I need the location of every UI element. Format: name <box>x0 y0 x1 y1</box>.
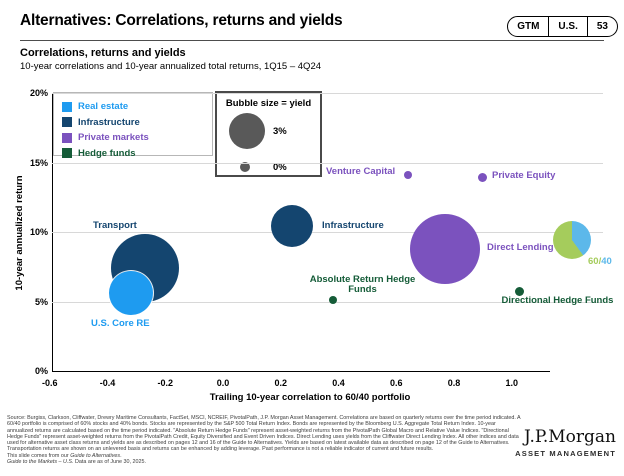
legend-item: Infrastructure <box>62 115 212 131</box>
label-us-core-re: U.S. Core RE <box>91 318 150 329</box>
bubble-size-legend: Bubble size = yield 3% 0% <box>215 91 322 177</box>
gtm-badge: GTM U.S. 53 <box>507 16 618 37</box>
label-60-40-part: 40 <box>601 256 612 267</box>
label-venture-capital: Venture Capital <box>326 166 396 177</box>
y-tick-label: 10% <box>29 227 48 237</box>
x-axis-line <box>52 371 550 372</box>
x-tick-label: 0.6 <box>389 378 403 388</box>
x-tick-label: 0.2 <box>274 378 287 388</box>
label-directional-hedge-funds: Directional Hedge Funds <box>501 295 614 306</box>
footnote: Source: Burgiss, Clarkson, Cliffwater, D… <box>7 415 523 465</box>
badge-region: U.S. <box>548 17 588 36</box>
legend-item: Private markets <box>62 130 212 146</box>
x-axis-title: Trailing 10-year correlation to 60/40 po… <box>209 392 411 403</box>
legend-swatch <box>62 148 72 159</box>
label-transport: Transport <box>93 220 137 231</box>
bubble-direct-lending <box>410 213 481 284</box>
x-tick-label: -0.2 <box>157 378 173 388</box>
gridline <box>52 301 603 303</box>
footnote-slide-note: This slide comes from our Guide to Alter… <box>7 452 122 459</box>
y-tick-label: 20% <box>29 88 48 98</box>
badge-gtm: GTM <box>517 21 540 32</box>
legend-label: Real estate <box>78 101 129 113</box>
footnote-gtm-date: Guide to the Markets – U.S. Data are as … <box>7 459 147 466</box>
x-tick-label: 0.8 <box>447 378 461 388</box>
bubble-size-big-circle <box>229 113 265 149</box>
legend-swatch <box>62 101 72 112</box>
x-tick-label: 0.4 <box>332 378 345 388</box>
bubble-directional-hedge-funds <box>514 286 524 296</box>
y-tick-label: 15% <box>29 157 48 168</box>
x-tick-label: -0.4 <box>99 378 116 388</box>
label-60-40-part: 60/ <box>588 256 602 267</box>
bubble-venture-capital <box>403 171 412 179</box>
bubble-private-equity <box>478 173 488 183</box>
jpmorgan-logo: J.P.Morgan ASSET MANAGEMENT <box>515 427 616 458</box>
bubble-size-small-label: 0% <box>273 162 287 173</box>
gridline <box>52 93 603 94</box>
x-tick-label: 0.0 <box>216 378 230 388</box>
legend-item: Hedge funds <box>62 146 212 162</box>
chart-heading: Correlations, returns and yields <box>20 47 186 59</box>
x-tick-label: -0.6 <box>41 378 58 388</box>
bubble-us-core-re <box>108 271 153 316</box>
legend-label: Infrastructure <box>78 116 140 128</box>
legend-swatch <box>62 132 72 143</box>
series-legend: Real estate Infrastructure Private markets… <box>53 92 213 159</box>
label-60-40: 60/40 <box>588 256 612 267</box>
title-divider <box>20 40 604 41</box>
legend-swatch <box>62 117 72 128</box>
bubble-absolute-return-hedge-funds <box>328 296 337 305</box>
label-direct-lending: Direct Lending <box>487 242 554 253</box>
gridline <box>52 162 603 164</box>
legend-label: Private markets <box>78 132 149 144</box>
y-tick-label: 0% <box>34 366 48 376</box>
label-absolute-return-hedge-funds: Absolute Return Hedge Funds <box>309 274 416 295</box>
bubble-size-big-label: 3% <box>273 126 287 137</box>
legend-item: Real estate <box>62 99 212 115</box>
y-tick-label: 5% <box>34 296 48 307</box>
footnote-source: Source: Burgiss, Clarkson, Cliffwater, D… <box>7 415 521 453</box>
gridline <box>52 232 603 233</box>
legend-label: Hedge funds <box>78 147 136 159</box>
asset-management-label: ASSET MANAGEMENT <box>515 449 616 458</box>
bubble-size-small-circle <box>240 162 250 172</box>
bubble-infrastructure <box>271 205 314 248</box>
bubble-size-legend-title: Bubble size = yield <box>225 98 312 109</box>
badge-page-number: 53 <box>596 21 608 32</box>
label-infrastructure: Infrastructure <box>322 220 384 231</box>
x-tick-label: 1.0 <box>505 378 518 388</box>
pie-marker-60-40 <box>553 221 591 259</box>
chart-subheading: 10-year correlations and 10-year annuali… <box>20 61 322 72</box>
label-private-equity: Private Equity <box>492 170 556 181</box>
jpmorgan-wordmark: J.P.Morgan <box>523 427 616 447</box>
page-title: Alternatives: Correlations, returns and … <box>20 12 343 29</box>
